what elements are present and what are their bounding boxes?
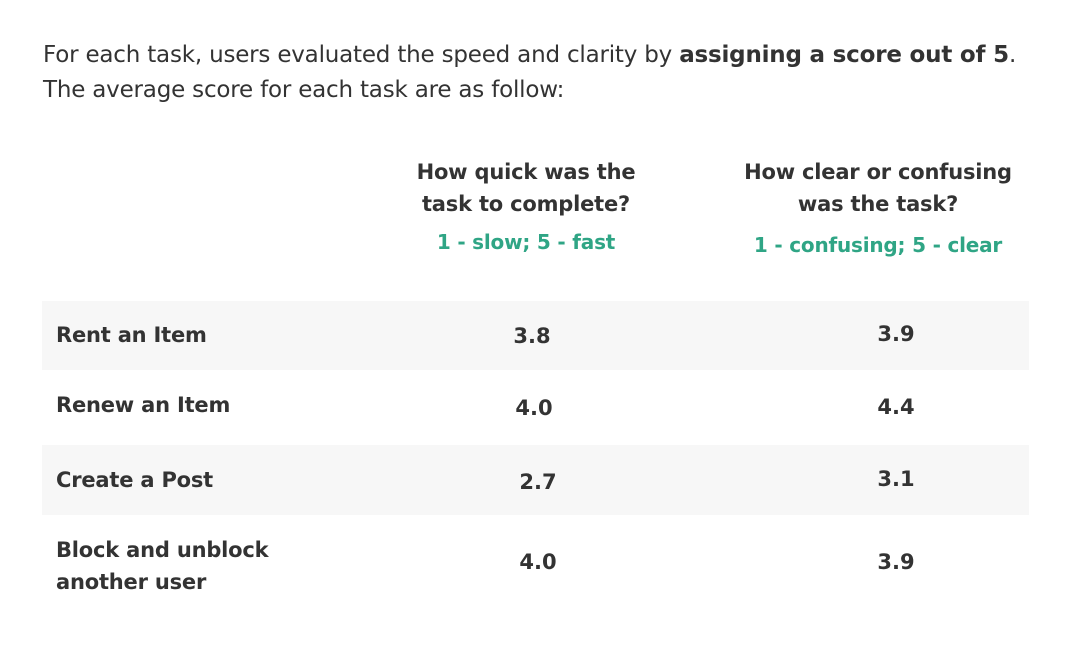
clarity-score: 4.4 (877, 395, 915, 419)
column-header-clarity: How clear or confusing was the task? 1 -… (728, 156, 1028, 259)
speed-score: 4.0 (515, 396, 553, 420)
question-line-2: task to complete? (421, 192, 631, 216)
task-name: Create a Post (56, 464, 213, 496)
task-name: Rent an Item (56, 319, 207, 351)
table-row: Block and unblock another user 4.0 3.9 (42, 515, 1029, 610)
clarity-score: 3.9 (877, 322, 915, 346)
task-name: Block and unblock another user (56, 534, 269, 598)
question-line-1: How quick was the (416, 160, 636, 184)
speed-score: 4.0 (519, 550, 557, 574)
question-line-2: was the task? (797, 192, 959, 216)
scale-label-speed: 1 - slow; 5 - fast (436, 230, 616, 254)
task-name: Renew an Item (56, 389, 230, 421)
clarity-score: 3.9 (877, 550, 915, 574)
task-name-line-1: Renew an Item (56, 393, 231, 417)
table-row: Create a Post 2.7 3.1 (42, 445, 1029, 515)
task-name-line-1: Block and unblock (56, 538, 269, 562)
column-question-clarity: How clear or confusing was the task? (728, 156, 1028, 220)
speed-score: 2.7 (519, 470, 557, 494)
task-name-line-1: Create a Post (56, 468, 214, 492)
intro-emphasis: assigning a score out of 5 (679, 42, 1009, 68)
task-name-line-2: another user (56, 570, 207, 594)
column-question-speed: How quick was the task to complete? (376, 156, 676, 220)
table-row: Renew an Item 4.0 4.4 (42, 370, 1029, 445)
scale-label-clarity: 1 - confusing; 5 - clear (753, 233, 1003, 257)
intro-text-end: . (1008, 42, 1017, 68)
clarity-score: 3.1 (877, 467, 915, 491)
task-name-line-1: Rent an Item (56, 323, 207, 347)
intro-text-start: For each task, users evaluated the speed… (43, 42, 680, 68)
question-line-1: How clear or confusing (744, 160, 1012, 184)
intro-line-2: The average score for each task are as f… (43, 77, 565, 103)
column-header-speed: How quick was the task to complete? 1 - … (376, 156, 676, 256)
speed-score: 3.8 (513, 324, 551, 348)
table-row: Rent an Item 3.8 3.9 (42, 301, 1029, 370)
intro-paragraph: For each task, users evaluated the speed… (43, 38, 1053, 108)
